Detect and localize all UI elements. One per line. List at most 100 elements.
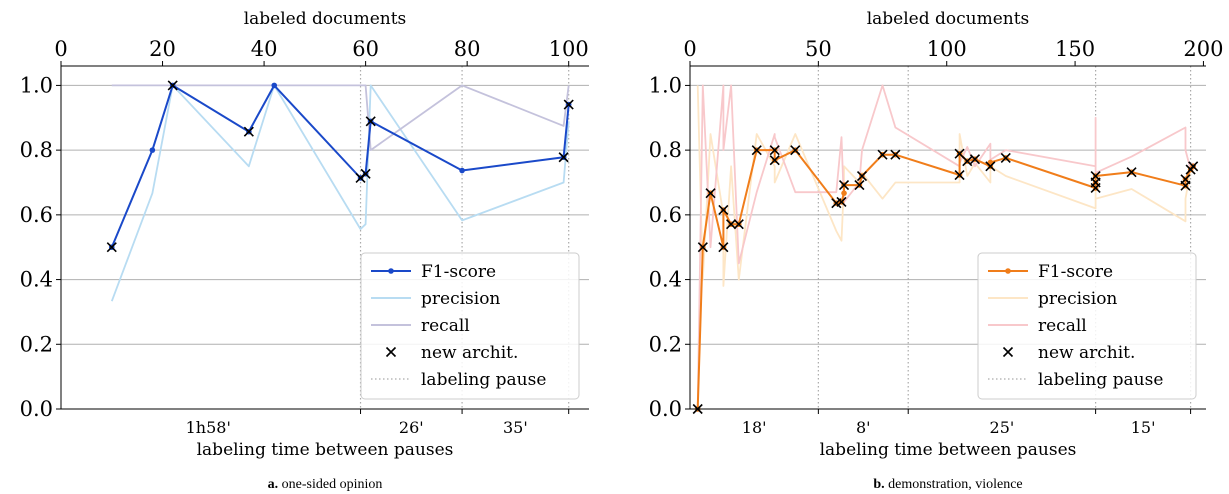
new-archit-marker [558, 152, 569, 163]
y-tick-label: 0.0 [20, 397, 53, 421]
legend: F1-score precision recall new archit. labeli… [360, 252, 580, 400]
x-tick-label: 50 [805, 37, 832, 61]
x-tick-label: 0 [54, 37, 67, 61]
x-axis-top-label: labeled documents [244, 9, 407, 29]
new-archit-marker [1180, 174, 1191, 185]
new-archit-marker [705, 188, 716, 199]
pause-duration-label: 35' [503, 418, 528, 437]
y-tick-label: 0.2 [649, 332, 682, 356]
f1-point [271, 82, 278, 89]
new-archit-marker [877, 149, 888, 160]
legend-label: precision [421, 289, 500, 309]
new-archit-marker [836, 196, 847, 207]
legend-label: recall [421, 316, 470, 336]
pause-duration-label: 1h58' [186, 418, 231, 437]
new-archit-marker [726, 219, 737, 230]
y-tick-label: 0.8 [20, 138, 53, 162]
caption-letter: b. [873, 477, 884, 492]
x-axis-bottom-label: labeling time between pauses [820, 440, 1077, 460]
legend-label: labeling pause [1038, 370, 1163, 390]
legend-f1-marker [388, 268, 394, 274]
new-archit-marker [718, 242, 729, 253]
new-archit-marker [769, 155, 780, 166]
caption-text: demonstration, violence [885, 477, 1023, 492]
new-archit-marker [969, 154, 981, 165]
y-tick-label: 0.0 [649, 397, 682, 421]
x-tick-label: 100 [549, 37, 589, 61]
x-tick-label: 0 [683, 37, 696, 61]
legend-label: labeling pause [421, 370, 546, 390]
new-archit-marker [954, 148, 965, 159]
legend-label: F1-score [1038, 262, 1113, 282]
legend-f1-marker [1005, 268, 1011, 274]
new-archit-marker [365, 116, 376, 127]
y-tick-label: 0.4 [20, 268, 53, 292]
new-archit-marker [954, 169, 965, 181]
x-tick-label: 40 [251, 37, 278, 61]
caption-letter: a. [268, 477, 279, 492]
chart-b: 0.0 0.2 0.4 0.6 0.8 1.00 50 100 150 200 labeled do… [649, 9, 1224, 492]
x-tick-label: 80 [454, 37, 481, 61]
new-archit-marker [563, 99, 574, 110]
new-archit-marker [856, 170, 868, 182]
chart-caption: a. one-sided opinion [268, 477, 383, 492]
x-tick-label: 100 [927, 37, 967, 61]
new-archit-marker [1090, 170, 1101, 182]
new-archit-marker [106, 242, 117, 253]
y-tick-label: 0.6 [649, 203, 682, 227]
pause-duration-label: 15' [1131, 418, 1156, 437]
x-tick-label: 60 [352, 37, 379, 61]
legend-label: F1-score [421, 262, 496, 282]
new-archit-marker [769, 145, 780, 156]
new-archit-marker [360, 168, 371, 179]
legend-box [360, 252, 580, 400]
new-archit-marker [890, 149, 901, 160]
series-recall-line [111, 84, 570, 151]
f1-point [841, 190, 847, 196]
legend-new-archit-marker [385, 346, 397, 358]
legend: F1-score precision recall new archit. labeli… [977, 252, 1197, 400]
legend-box [977, 252, 1197, 400]
new-archit-marker [733, 219, 744, 230]
x-axis-bottom-label: labeling time between pauses [197, 440, 454, 460]
x-tick-label: 150 [1055, 37, 1095, 61]
new-archit-marker [718, 204, 729, 216]
new-archit-marker [751, 145, 762, 156]
pause-duration-label: 8' [856, 418, 871, 437]
y-tick-label: 0.8 [649, 138, 682, 162]
y-tick-label: 0.2 [20, 332, 53, 356]
f1-point [149, 147, 156, 153]
caption-text: one-sided opinion [278, 477, 382, 492]
x-axis-top-label: labeled documents [867, 9, 1030, 29]
legend-label: new archit. [421, 343, 518, 363]
new-archit-marker [854, 180, 865, 191]
series-recall-line [696, 84, 1195, 410]
x-tick-label: 20 [149, 37, 176, 61]
pause-duration-label: 25' [990, 418, 1015, 437]
y-tick-label: 0.4 [649, 268, 682, 292]
new-archit-marker [1126, 167, 1137, 178]
new-archit-marker [985, 161, 996, 172]
series-precision-line [110, 84, 570, 302]
legend-label: new archit. [1038, 343, 1135, 363]
new-archit-marker [1188, 161, 1199, 172]
new-archit-marker [167, 80, 178, 91]
legend-new-archit-marker [1002, 346, 1014, 358]
y-tick-label: 0.6 [20, 203, 53, 227]
new-archit-marker [243, 126, 254, 137]
legend-label: precision [1038, 289, 1117, 309]
series-f1-line [110, 84, 570, 248]
chart-caption: b. demonstration, violence [873, 477, 1022, 492]
new-archit-marker [838, 180, 850, 191]
chart-a: 0.0 0.2 0.4 0.6 0.8 1.00 20 40 60 80 100 labeled do… [20, 9, 589, 492]
series-f1-line [696, 149, 1194, 410]
pause-duration-label: 26' [399, 418, 424, 437]
new-archit-marker [962, 156, 973, 167]
y-tick-label: 1.0 [20, 73, 53, 97]
legend-label: recall [1038, 316, 1087, 336]
f1-point [459, 167, 465, 174]
new-archit-marker [790, 145, 801, 156]
x-tick-label: 200 [1183, 37, 1223, 61]
new-archit-marker [1000, 152, 1011, 163]
